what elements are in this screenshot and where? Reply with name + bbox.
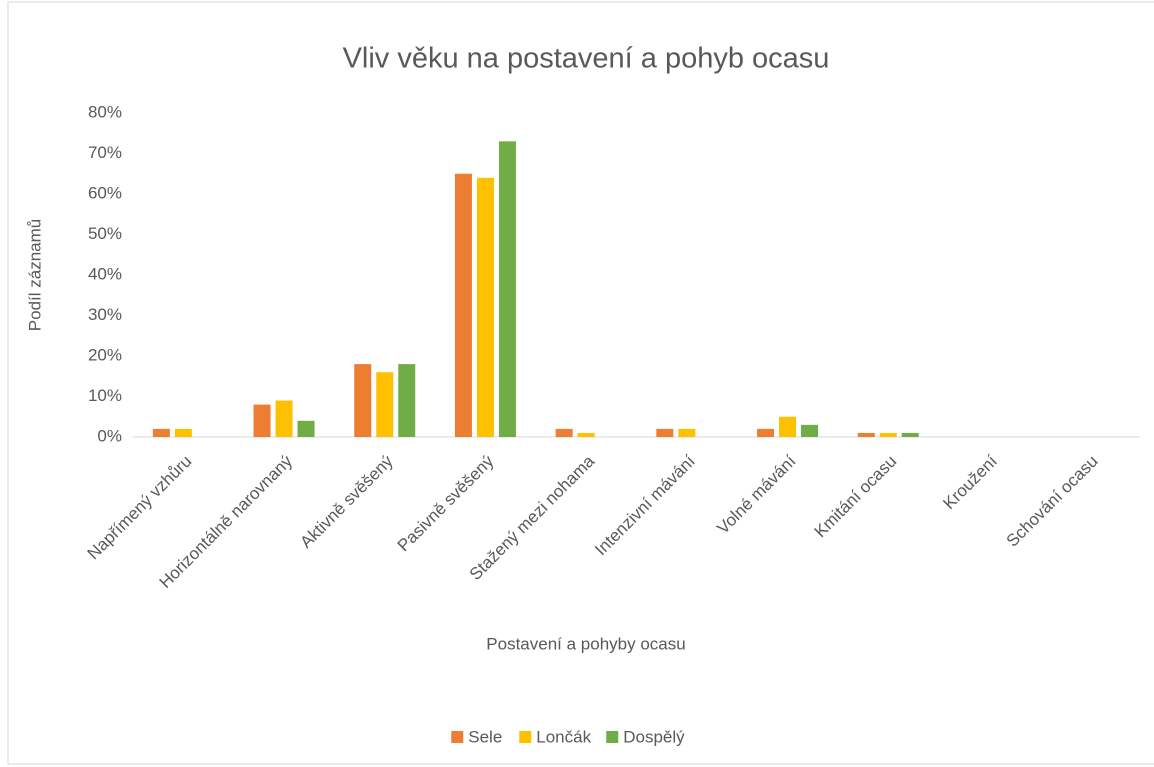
bar [779, 416, 797, 437]
legend-swatch [519, 731, 532, 743]
bar [476, 177, 494, 438]
y-tick-label: 40% [88, 264, 122, 283]
bar [174, 428, 192, 437]
legend-label: Lončák [536, 727, 591, 746]
legend-swatch [451, 731, 464, 743]
y-tick-label: 60% [88, 183, 122, 202]
bar [376, 372, 394, 437]
y-tick-label: 30% [88, 305, 122, 324]
y-tick-label: 50% [88, 224, 122, 243]
bar [656, 428, 674, 437]
legend-label: Sele [468, 727, 502, 746]
chart-title: Vliv věku na postavení a pohyb ocasu [343, 43, 830, 75]
y-tick-label: 20% [88, 345, 122, 364]
y-tick-label: 0% [97, 426, 122, 445]
y-axis-title: Podíl záznamů [25, 219, 44, 331]
chart-border [7, 1, 1154, 765]
bar [354, 364, 372, 437]
bar [901, 432, 919, 437]
bar [857, 432, 875, 437]
y-tick-label: 70% [88, 143, 122, 162]
bar [757, 428, 775, 437]
x-axis-title: Postavení a pohyby ocasu [486, 634, 685, 653]
bar [498, 141, 516, 437]
bar [398, 364, 416, 437]
bar [454, 173, 472, 437]
y-tick-label: 10% [88, 386, 122, 405]
bar [152, 428, 170, 437]
bar [577, 432, 595, 437]
y-tick-label: 80% [88, 102, 122, 121]
legend-label: Dospělý [623, 727, 685, 746]
bar [297, 420, 315, 437]
bar [253, 404, 271, 437]
bar [801, 424, 819, 437]
bar [555, 428, 573, 437]
legend-swatch [606, 731, 619, 743]
bar [678, 428, 696, 437]
bar [879, 432, 897, 437]
bar [275, 400, 293, 437]
